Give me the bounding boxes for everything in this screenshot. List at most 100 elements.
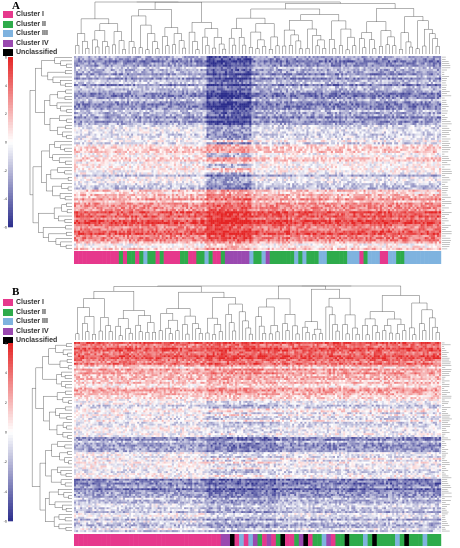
heatmap-cell [139, 79, 142, 83]
heatmap-cell [314, 96, 317, 100]
heatmap-cell [261, 66, 264, 70]
heatmap-cell [249, 77, 252, 80]
heatmap-cell [173, 73, 177, 76]
heatmap-cell [284, 77, 287, 80]
heatmap-cell [169, 60, 173, 63]
heatmap-cell [114, 103, 117, 106]
heatmap-cell [398, 112, 401, 115]
heatmap-cell [288, 66, 291, 70]
heatmap-cell [241, 56, 244, 59]
heatmap-cell [171, 92, 175, 95]
heatmap-cell [104, 60, 107, 63]
heatmap-cell [226, 94, 230, 98]
heatmap-cell [259, 56, 262, 59]
heatmap-cell [267, 88, 270, 91]
heatmap-cell [263, 86, 266, 89]
heatmap-cell [212, 71, 215, 74]
heatmap-cell [106, 68, 109, 72]
heatmap-cell [396, 64, 399, 67]
heatmap-cell [129, 71, 132, 74]
heatmap-cell [116, 109, 120, 113]
heatmap-cell [112, 56, 115, 59]
heatmap-cell [118, 73, 122, 76]
heatmap-cell [184, 73, 187, 76]
heatmap-cell [116, 58, 120, 61]
heatmap-cell [365, 105, 368, 108]
heatmap-cell [394, 66, 397, 70]
heatmap-cell [175, 105, 179, 108]
heatmap-cell [133, 71, 136, 74]
heatmap-cell [208, 103, 211, 106]
heatmap-cell [230, 96, 234, 100]
heatmap-cell [381, 64, 385, 67]
heatmap-cell [124, 88, 128, 91]
heatmap-cell [308, 107, 311, 111]
heatmap-cell [398, 105, 401, 108]
heatmap-cell [222, 90, 226, 93]
heatmap-cell [361, 101, 364, 104]
heatmap-cell [320, 73, 323, 76]
heatmap-cell [98, 92, 101, 95]
heatmap-cell [373, 64, 376, 67]
heatmap-cell [108, 92, 111, 95]
heatmap-cell [124, 105, 128, 108]
heatmap-cell [247, 58, 250, 61]
heatmap-cell [206, 114, 209, 117]
heatmap-cell [169, 96, 173, 100]
heatmap-cell [294, 62, 297, 65]
heatmap-cell [365, 81, 368, 85]
heatmap-cell [180, 71, 183, 74]
heatmap-cell [312, 107, 315, 111]
heatmap-cell [402, 68, 405, 72]
heatmap-cell [428, 103, 431, 106]
heatmap-cell [76, 66, 79, 70]
heatmap-cell [316, 71, 319, 74]
heatmap-cell [167, 103, 170, 106]
heatmap-cell [326, 68, 330, 72]
heatmap-cell [253, 56, 256, 59]
heatmap-cell [302, 103, 305, 106]
heatmap-cell [351, 103, 354, 106]
heatmap-cell [188, 73, 191, 76]
heatmap-cell [206, 58, 209, 61]
heatmap-cell [420, 64, 423, 67]
heatmap-cell [112, 112, 115, 115]
heatmap-cell [114, 84, 117, 87]
heatmap-cell [90, 88, 93, 91]
heatmap-cell [110, 79, 113, 83]
heatmap-cell [432, 96, 436, 100]
heatmap-cell [196, 99, 199, 102]
heatmap-cell [281, 73, 285, 76]
heatmap-cell [375, 71, 378, 74]
heatmap-cell [241, 64, 244, 67]
heatmap-cell [157, 99, 160, 102]
heatmap-cell [253, 81, 256, 85]
heatmap-cell [412, 56, 415, 59]
heatmap-cell [302, 75, 305, 78]
heatmap-cell [286, 92, 289, 95]
heatmap-cell [216, 96, 219, 100]
heatmap-cell [430, 96, 433, 100]
heatmap-cell [114, 75, 117, 78]
heatmap-cell [347, 94, 350, 98]
heatmap-cell [171, 90, 175, 93]
heatmap-cell [404, 109, 407, 113]
heatmap-cell [149, 86, 152, 89]
heatmap-cell [163, 64, 166, 67]
heatmap-cell [379, 94, 383, 98]
heatmap-cell [173, 103, 177, 106]
heatmap-cell [281, 109, 285, 113]
heatmap-cell [145, 99, 148, 102]
heatmap-cell [98, 68, 101, 72]
heatmap-cell [192, 94, 195, 98]
heatmap-cell [163, 101, 166, 104]
heatmap-cell [200, 96, 203, 100]
heatmap-cell [377, 62, 380, 65]
heatmap-cell [261, 79, 264, 83]
heatmap-cell [349, 96, 352, 100]
heatmap-cell [337, 105, 340, 108]
heatmap-cell [76, 92, 79, 95]
heatmap-cell [239, 84, 242, 87]
heatmap-cell [226, 103, 230, 106]
heatmap-cell [277, 56, 281, 59]
